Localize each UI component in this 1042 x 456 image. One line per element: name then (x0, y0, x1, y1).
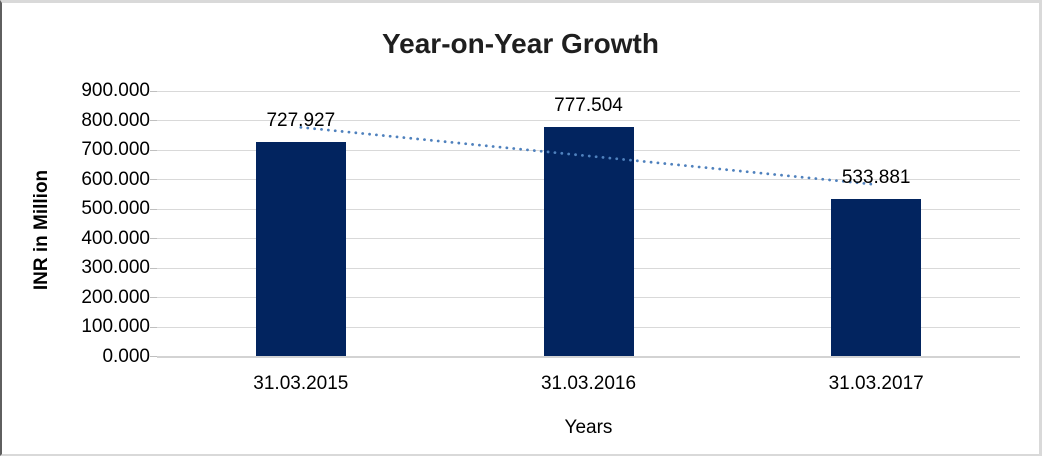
y-axis-tick (150, 90, 157, 92)
x-axis-title: Years (564, 417, 613, 438)
bar-31.03.2017 (831, 199, 922, 357)
data-label: 727.927 (266, 109, 336, 131)
gridline (157, 120, 1020, 121)
data-label: 533.881 (841, 167, 911, 188)
y-axis-tick (150, 120, 157, 121)
y-axis-tick-label: 200.000 (81, 286, 150, 308)
x-axis-line (157, 355, 1020, 358)
y-axis-tick-label: 100.000 (81, 316, 150, 337)
y-axis-tick-label: 500.000 (81, 198, 150, 219)
x-axis-tick-label: 31.03.2016 (540, 373, 637, 394)
y-axis-tick (150, 297, 157, 298)
y-axis-tick-label: 300.000 (81, 257, 150, 278)
y-axis-tick (150, 238, 157, 239)
y-axis-tick (150, 179, 157, 180)
y-axis-tick-label: 0.000 (102, 345, 150, 367)
y-axis-tick-label: 900.000 (81, 80, 150, 101)
bar-31.03.2016 (543, 127, 634, 357)
y-axis-tick-label: 800.000 (81, 109, 150, 131)
y-axis-tick (150, 326, 157, 328)
chart-title: Year-on-Year Growth (382, 28, 659, 59)
y-axis-tick-label: 600.000 (81, 168, 150, 190)
y-axis-tick-label: 400.000 (81, 227, 150, 249)
gridline (157, 90, 1020, 92)
y-axis-tick (150, 208, 157, 210)
y-axis-tick (150, 267, 157, 269)
y-axis-tick (150, 149, 157, 151)
data-label: 777.504 (554, 95, 623, 117)
x-axis-tick-label: 31.03.2017 (828, 373, 924, 394)
bar-31.03.2015 (255, 141, 346, 357)
y-axis-tick-label: 700.000 (81, 139, 150, 160)
x-axis-tick-label: 31.03.2015 (253, 373, 349, 394)
y-axis-tick (150, 356, 157, 357)
